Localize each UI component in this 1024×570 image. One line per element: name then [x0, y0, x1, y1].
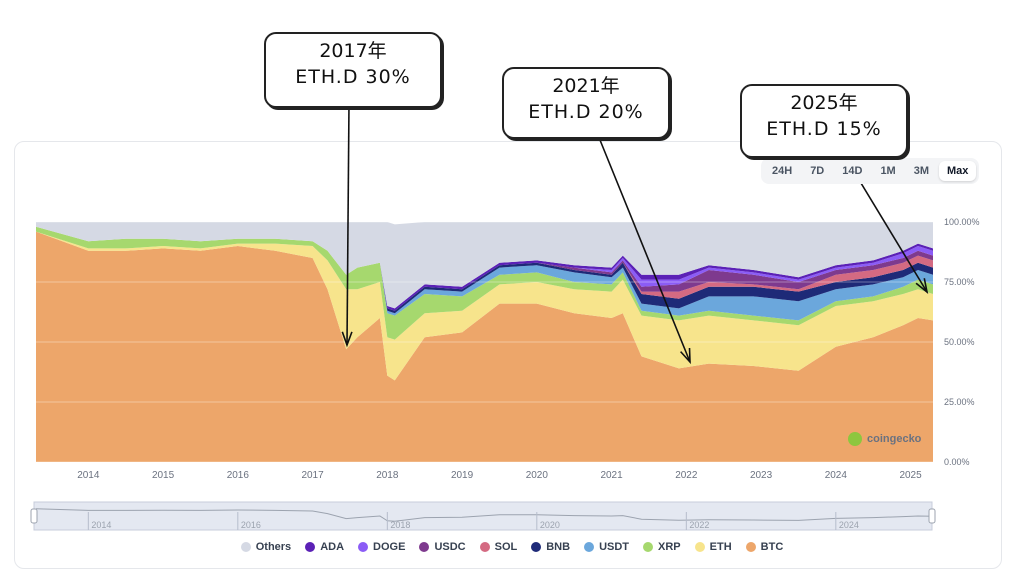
y-tick-label: 75.00%	[944, 277, 975, 287]
annotation-arrowhead	[341, 331, 353, 348]
x-tick-label: 2017	[301, 470, 324, 481]
legend-item-bnb[interactable]: BNB	[531, 541, 570, 553]
coingecko-watermark: coingecko	[848, 432, 921, 446]
navigator-tick-label: 2020	[540, 520, 560, 530]
legend-dot	[694, 542, 705, 552]
area-usdt	[36, 226, 933, 321]
annotation-arrow	[599, 139, 691, 363]
gecko-logo-icon	[848, 432, 862, 446]
range-max-button[interactable]: Max	[939, 161, 977, 181]
navigator-line	[35, 508, 934, 522]
legend-label: XRP	[658, 541, 681, 553]
annotation-2025-value: ETH.D 15%	[766, 118, 882, 140]
range-3m-button[interactable]: 3M	[913, 165, 929, 177]
legend-item-xrp[interactable]: XRP	[643, 541, 681, 553]
x-tick-label: 2016	[227, 470, 250, 481]
annotation-2017-value: ETH.D 30%	[295, 66, 411, 88]
x-tick-label: 2022	[675, 470, 698, 481]
legend-dot	[305, 542, 316, 552]
legend-label: USDT	[599, 541, 630, 553]
legend-dot	[358, 542, 369, 552]
x-tick-label: 2014	[77, 470, 100, 481]
chart-legend: Others ADA DOGE USDC SOL BNB USDT XRP ET…	[0, 541, 1024, 553]
navigator-tick-label: 2024	[839, 520, 859, 530]
legend-dot	[745, 542, 756, 552]
x-tick-label: 2015	[152, 470, 175, 481]
legend-label: ETH	[709, 541, 732, 553]
annotation-arrowhead	[915, 278, 929, 294]
legend-dot	[479, 542, 490, 552]
y-tick-label: 0.00%	[944, 457, 970, 467]
legend-label: BNB	[546, 541, 571, 553]
legend-item-eth[interactable]: ETH	[694, 541, 732, 553]
x-tick-label: 2018	[376, 470, 399, 481]
area-bnb	[36, 226, 933, 314]
legend-item-btc[interactable]: BTC	[745, 541, 784, 553]
navigator-tick-label: 2014	[91, 520, 111, 530]
legend-label: Others	[255, 541, 292, 553]
annotation-arrow	[346, 102, 350, 346]
annotation-2017: 2017年 ETH.D 30%	[264, 32, 442, 108]
navigator-left-handle	[30, 508, 38, 524]
navigator-tick-label: 2016	[241, 520, 261, 530]
legend-dot	[584, 542, 595, 552]
legend-dot	[240, 542, 251, 552]
legend-dot	[419, 542, 430, 552]
x-tick-label: 2021	[600, 470, 623, 481]
navigator-tick-label: 2022	[689, 520, 709, 530]
range-14d-button[interactable]: 14D	[842, 165, 863, 177]
x-tick-label: 2019	[451, 470, 474, 481]
legend-label: SOL	[494, 541, 518, 553]
legend-dot	[531, 542, 542, 552]
annotation-arrowhead	[680, 347, 691, 365]
range-24h-button[interactable]: 24H	[772, 165, 793, 177]
y-tick-label: 100.00%	[944, 217, 980, 227]
range-1m-button[interactable]: 1M	[880, 165, 896, 177]
area-eth	[36, 231, 933, 381]
legend-label: USDC	[434, 541, 466, 553]
legend-dot	[643, 542, 654, 552]
x-tick-label: 2020	[526, 470, 549, 481]
x-tick-label: 2025	[899, 470, 922, 481]
annotation-2021-value: ETH.D 20%	[528, 101, 644, 123]
watermark-text: coingecko	[867, 433, 922, 445]
x-tick-label: 2024	[825, 470, 848, 481]
legend-label: BTC	[760, 541, 784, 553]
x-tick-label: 2023	[750, 470, 773, 481]
legend-item-doge[interactable]: DOGE	[358, 541, 405, 553]
area-btc	[36, 231, 933, 462]
legend-item-usdt[interactable]: USDT	[584, 541, 629, 553]
annotation-2025: 2025年 ETH.D 15%	[740, 84, 908, 158]
legend-label: ADA	[320, 541, 345, 553]
area-xrp	[36, 226, 933, 340]
range-7d-button[interactable]: 7D	[810, 165, 825, 177]
area-others	[36, 222, 933, 309]
legend-item-usdc[interactable]: USDC	[419, 541, 466, 553]
annotation-2021: 2021年 ETH.D 20%	[502, 67, 670, 139]
navigator-tick-label: 2018	[390, 520, 410, 530]
time-range-selector: 24H 7D 14D 1M 3M Max	[761, 158, 980, 184]
y-tick-label: 25.00%	[944, 397, 975, 407]
legend-item-sol[interactable]: SOL	[479, 541, 518, 553]
legend-label: DOGE	[373, 541, 406, 553]
annotation-2021-year: 2021年	[552, 75, 620, 97]
y-tick-label: 50.00%	[944, 337, 975, 347]
annotation-2017-year: 2017年	[319, 40, 387, 62]
annotation-2025-year: 2025年	[790, 92, 858, 114]
legend-item-others[interactable]: Others	[240, 541, 292, 553]
navigator-right-handle	[928, 508, 936, 524]
legend-item-ada[interactable]: ADA	[305, 541, 344, 553]
